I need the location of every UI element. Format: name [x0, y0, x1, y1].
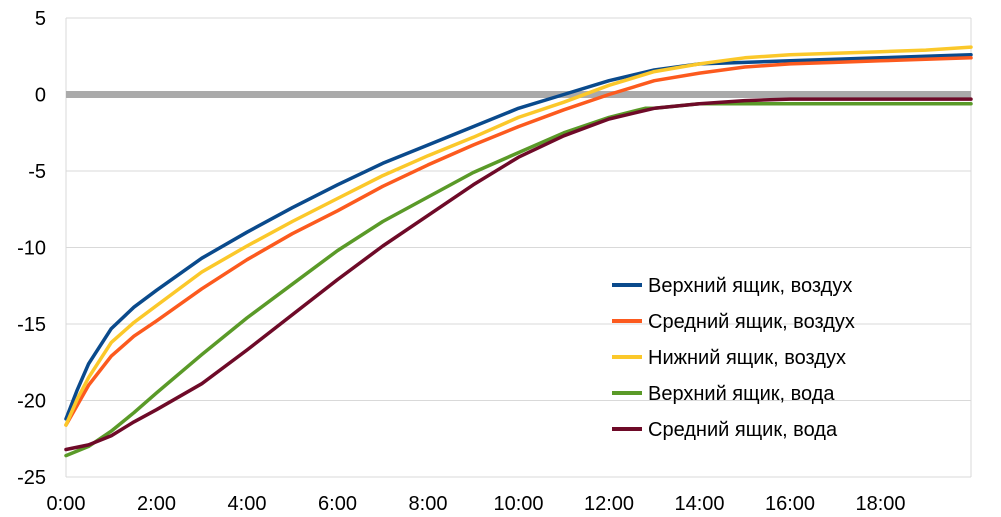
series-lines: [64, 45, 973, 458]
x-tick-label: 18:00: [855, 493, 905, 515]
series-line-4: [64, 97, 973, 452]
x-tick-label: 4:00: [228, 493, 267, 515]
x-tick-label: 6:00: [318, 493, 357, 515]
series-line-3: [64, 101, 973, 458]
y-tick-label: 5: [35, 8, 46, 30]
x-tick-label: 12:00: [584, 493, 634, 515]
legend-label-3: Верхний ящик, вода: [648, 383, 835, 405]
x-tick-label: 0:00: [47, 493, 86, 515]
y-tick-label: -10: [17, 238, 46, 260]
y-tick-label: -5: [28, 161, 46, 183]
y-tick-label: -15: [17, 314, 46, 336]
x-tick-label: 14:00: [674, 493, 724, 515]
y-tick-label: 0: [35, 85, 46, 107]
series-line-1: [64, 56, 973, 427]
x-tick-label: 2:00: [137, 493, 176, 515]
legend-label-2: Нижний ящик, воздух: [648, 347, 846, 369]
legend-label-0: Верхний ящик, воздух: [648, 275, 852, 297]
x-tick-label: 10:00: [493, 493, 543, 515]
x-tick-label: 8:00: [409, 493, 448, 515]
series-line-2: [64, 45, 973, 427]
legend-label-1: Средний ящик, воздух: [648, 311, 855, 333]
series-line-0: [64, 52, 973, 421]
y-axis-tick-labels: 5 0 -5 -10 -15 -20 -25: [17, 8, 46, 489]
y-tick-label: -25: [17, 467, 46, 489]
x-tick-label: 16:00: [765, 493, 815, 515]
axes: [65, 18, 972, 477]
legend: Верхний ящик, воздух Средний ящик, воздух…: [612, 275, 855, 441]
y-tick-label: -20: [17, 391, 46, 413]
x-axis-tick-labels: 0:00 2:00 4:00 6:00 8:00 10:00 12:00 14:00 16:00…: [47, 493, 906, 515]
legend-label-4: Средний ящик, вода: [648, 419, 838, 441]
